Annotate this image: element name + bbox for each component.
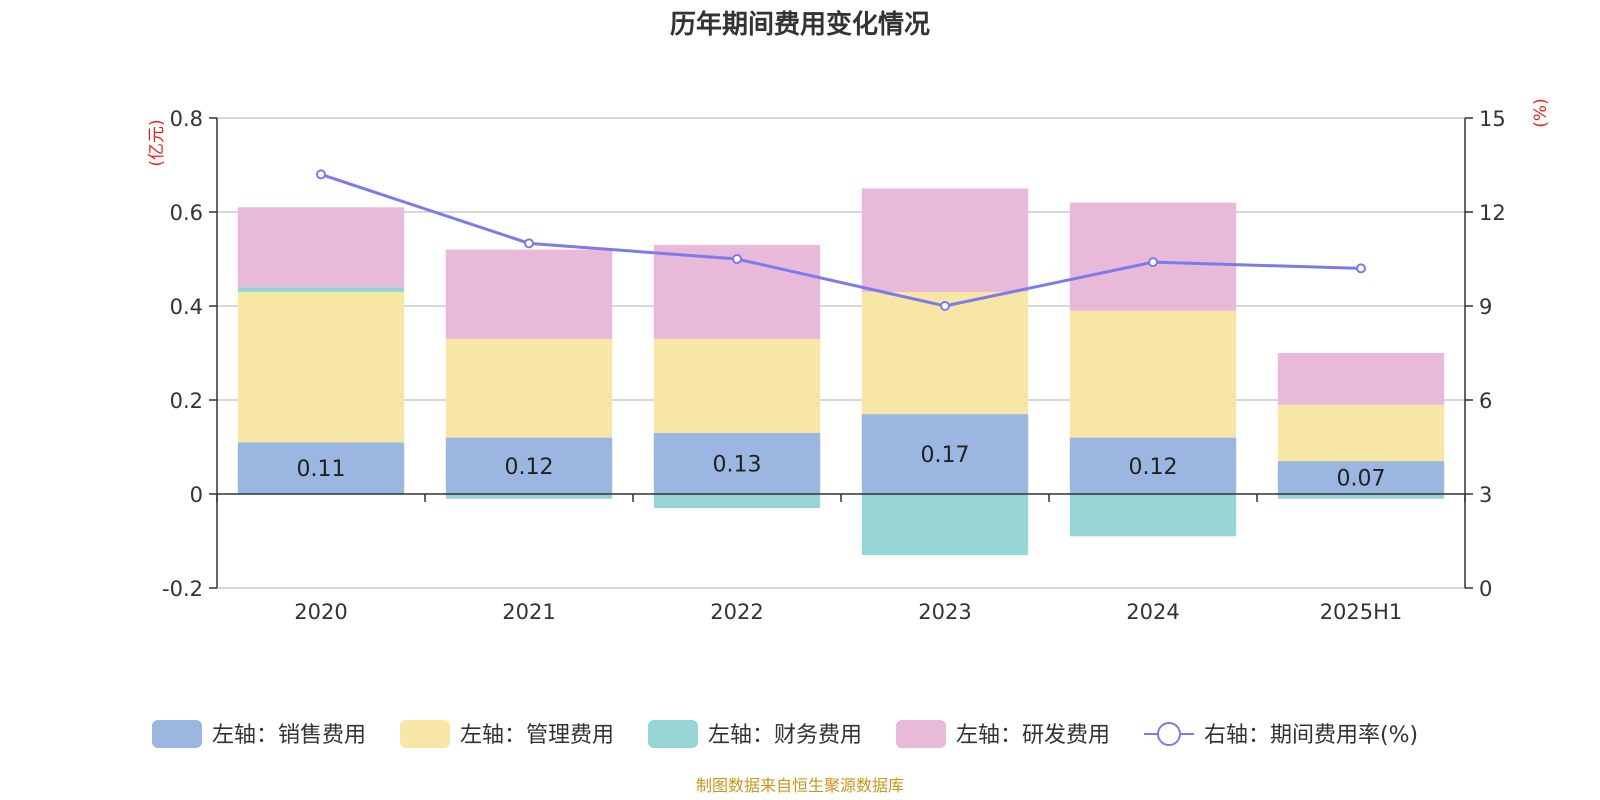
bar-segment: [1069, 310, 1237, 438]
legend-label: 左轴：研发费用: [956, 723, 1110, 748]
bar-segment: [861, 494, 1029, 556]
bar-value-label: 0.07: [1337, 467, 1386, 492]
bar-segment: [861, 414, 1029, 494]
bar-segment: [1277, 353, 1445, 405]
bar-segment: [445, 494, 613, 499]
bar-segment: [1277, 461, 1445, 494]
bar-data-labels: 0.11 0.12 0.13 0.17 0.12 0.07: [297, 443, 1386, 492]
legend-swatch: [648, 720, 698, 748]
bar-value-label: 0.11: [297, 457, 346, 482]
chart-title: 历年期间费用变化情况: [670, 9, 930, 40]
bar-segment: [653, 494, 821, 509]
legend-label: 右轴：期间费用率(%): [1204, 723, 1418, 748]
right-axis-unit: (%): [1531, 98, 1551, 127]
gridlines: [217, 117, 1465, 589]
bar-segment: [1069, 494, 1237, 537]
bar-value-label: 0.12: [1129, 455, 1178, 480]
bar-value-label: 0.12: [505, 455, 554, 480]
right-tick-label: 0: [1479, 577, 1492, 601]
right-tick-label: 9: [1479, 295, 1492, 319]
right-tick-label: 3: [1479, 483, 1492, 507]
legend-swatch: [152, 720, 202, 748]
legend-marker-swatch: [1157, 722, 1181, 746]
legend-label: 左轴：财务费用: [708, 723, 862, 748]
bar-segment: [445, 338, 613, 438]
rate-point: [732, 254, 742, 264]
bar-segment: [237, 207, 405, 288]
legend: 左轴：销售费用 左轴：管理费用 左轴：财务费用 左轴：研发费用 右轴：期间费用率(%): [152, 720, 1418, 748]
bar-segment: [1277, 404, 1445, 462]
bar-segment: [653, 432, 821, 494]
bar-segment: [861, 291, 1029, 415]
x-tick-label: 2021: [502, 600, 555, 624]
bar-segment: [861, 188, 1029, 292]
bar-segment: [653, 338, 821, 433]
bar-value-label: 0.13: [713, 452, 762, 477]
x-tick-label: 2024: [1126, 600, 1179, 624]
axes: -0.2 0 0.2 0.4 0.6 0.8 0 3 6 9 12 15 2020 2021 2022 202…: [162, 107, 1506, 624]
x-tick-label: 2022: [710, 600, 763, 624]
legend-label: 左轴：销售费用: [212, 723, 366, 748]
rate-point: [316, 169, 326, 180]
rate-point: [1356, 263, 1366, 274]
left-axis-unit: (亿元): [147, 119, 167, 166]
bars: [237, 188, 1445, 556]
rate-line: [316, 169, 1366, 311]
rate-point: [524, 238, 534, 249]
left-tick-label: 0.4: [170, 295, 203, 319]
rate-line-path: [320, 172, 1362, 308]
legend-swatch: [400, 720, 450, 748]
x-tick-label: 2020: [294, 600, 347, 624]
bar-segment: [445, 249, 613, 339]
left-tick-label: -0.2: [162, 577, 203, 601]
bar-segment: [237, 291, 405, 443]
bar-segment: [237, 287, 405, 292]
bar-value-label: 0.17: [921, 443, 970, 468]
bar-segment: [445, 437, 613, 494]
bar-segment: [1277, 494, 1445, 499]
left-tick-label: 0.8: [170, 107, 203, 131]
legend-label: 左轴：管理费用: [460, 723, 614, 748]
source-note: 制图数据来自恒生聚源数据库: [696, 776, 904, 795]
bar-segment: [1069, 437, 1237, 494]
bar-segment: [1069, 202, 1237, 311]
left-tick-label: 0.6: [170, 201, 203, 225]
left-tick-label: 0: [190, 483, 203, 507]
x-tick-label: 2025H1: [1320, 600, 1403, 624]
legend-swatch: [896, 720, 946, 748]
rate-point: [1148, 257, 1158, 268]
right-tick-label: 6: [1479, 389, 1492, 413]
bar-segment: [237, 442, 405, 494]
x-tick-label: 2023: [918, 600, 971, 624]
left-tick-label: 0.2: [170, 389, 203, 413]
rate-point: [940, 301, 950, 311]
right-tick-label: 12: [1479, 201, 1506, 225]
right-tick-label: 15: [1479, 107, 1506, 131]
